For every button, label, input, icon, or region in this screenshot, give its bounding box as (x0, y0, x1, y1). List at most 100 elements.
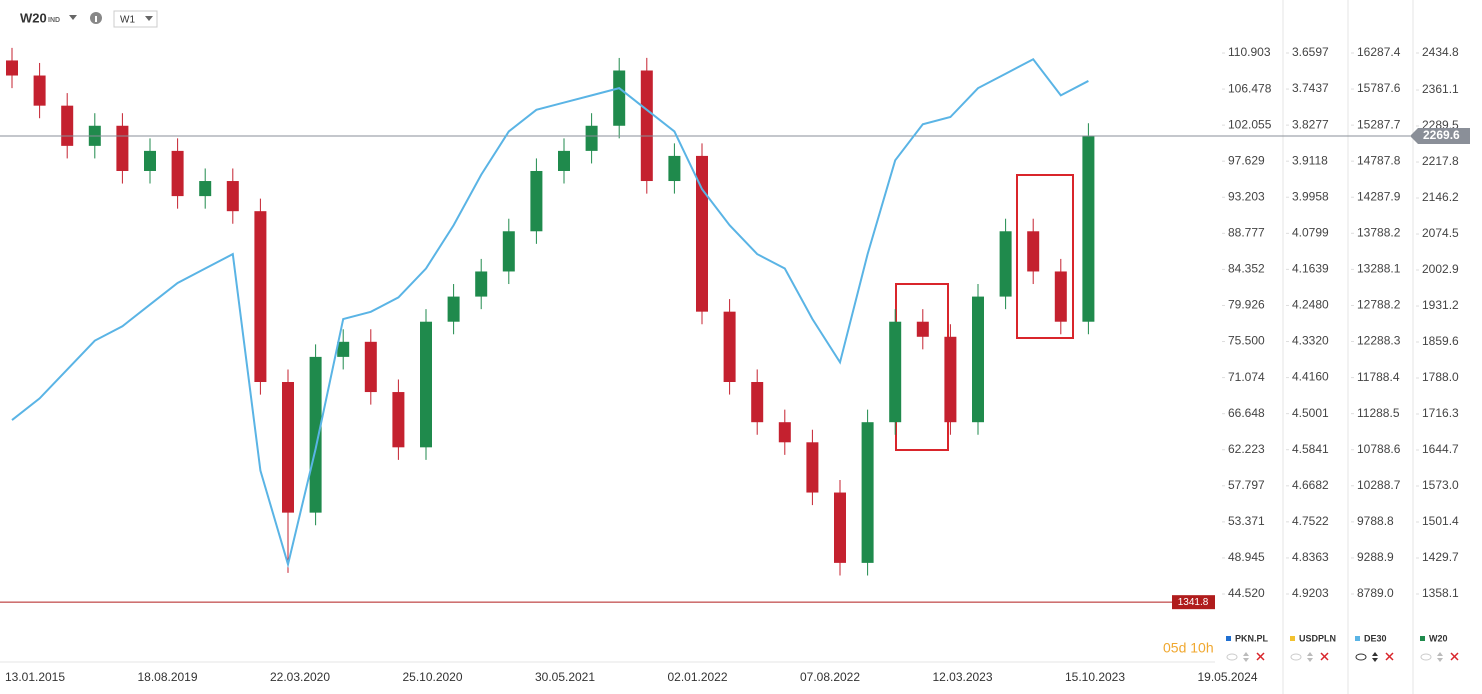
y-tick-label: 62.223 (1228, 442, 1265, 456)
visibility-toggle[interactable] (1290, 653, 1302, 661)
y-tick-label: 4.9203 (1292, 586, 1329, 600)
y-tick-label: 48.945 (1228, 550, 1265, 564)
order-toggle[interactable] (1307, 652, 1313, 662)
y-tick-label: 93.203 (1228, 189, 1265, 203)
candle-body (364, 341, 377, 393)
candle-body (944, 336, 957, 423)
candle-body (972, 296, 984, 423)
annotation-box (895, 283, 949, 451)
candle-body (585, 125, 598, 151)
y-tick-label: 8789.0 (1357, 586, 1394, 600)
y-tick-label: 88.777 (1228, 226, 1265, 240)
candle-body (668, 155, 681, 182)
y-tick-label: 13788.2 (1357, 225, 1401, 239)
symbol[interactable]: W20 (20, 10, 47, 25)
legend-swatch (1226, 636, 1231, 641)
y-tick-label: 4.0799 (1292, 226, 1329, 240)
interval-dropdown (145, 16, 153, 21)
y-tick-label: 12788.2 (1357, 298, 1401, 312)
y-tick-label: 4.3320 (1292, 334, 1329, 348)
visibility-toggle[interactable] (1226, 653, 1238, 661)
visibility-toggle[interactable] (1420, 653, 1432, 661)
x-tick-label: 07.08.2022 (800, 670, 860, 684)
candle-body (916, 321, 929, 337)
y-tick-label: 4.6682 (1292, 478, 1329, 492)
order-toggle[interactable] (1372, 652, 1378, 662)
y-tick-label: 97.629 (1228, 153, 1265, 167)
candle-body (199, 181, 212, 197)
candle-body (420, 321, 432, 448)
y-tick-label: 14287.9 (1357, 189, 1401, 203)
legend-swatch (1355, 636, 1360, 641)
y-tick-label: 13288.1 (1357, 262, 1401, 276)
y-tick-label: 2146.2 (1422, 190, 1459, 204)
level-label: 1341.8 (1178, 597, 1209, 608)
y-tick-label: 1644.7 (1422, 442, 1459, 456)
candle-body (254, 211, 267, 383)
y-tick-label: 3.7437 (1292, 81, 1329, 95)
remove-button[interactable] (1256, 652, 1265, 661)
candle-body (475, 271, 488, 297)
annotation-box (1016, 174, 1074, 339)
x-tick-label: 18.08.2019 (137, 670, 197, 684)
y-tick-label: 1716.3 (1422, 406, 1459, 420)
y-tick-label: 4.8363 (1292, 550, 1329, 564)
candle-body (61, 105, 74, 146)
candle-body (309, 356, 322, 513)
y-tick-label: 10288.7 (1357, 478, 1401, 492)
timer: 05d 10h (1163, 640, 1214, 656)
x-tick-label: 15.10.2023 (1065, 670, 1125, 684)
y-tick-label: 4.5841 (1292, 442, 1329, 456)
symbol-dropdown[interactable] (69, 15, 77, 20)
legend-label[interactable]: PKN.PL (1235, 633, 1269, 643)
y-tick-label: 44.520 (1228, 586, 1265, 600)
y-tick-label: 2002.9 (1422, 262, 1459, 276)
y-tick-label: 1931.2 (1422, 298, 1459, 312)
candle-body (33, 75, 46, 106)
y-tick-label: 1573.0 (1422, 478, 1459, 492)
order-toggle[interactable] (1437, 652, 1443, 662)
y-tick-label: 4.4160 (1292, 370, 1329, 384)
y-tick-label: 66.648 (1228, 406, 1265, 420)
y-tick-label: 2361.1 (1422, 82, 1459, 96)
candle-body (861, 422, 874, 563)
y-tick-label: 79.926 (1228, 298, 1265, 312)
remove-button[interactable] (1385, 652, 1394, 661)
remove-button[interactable] (1320, 652, 1329, 661)
y-tick-label: 4.7522 (1292, 514, 1329, 528)
candle-body (751, 382, 764, 423)
x-tick-label: 22.03.2020 (270, 670, 330, 684)
y-tick-label: 1501.4 (1422, 514, 1459, 528)
candle-body (144, 150, 156, 171)
legend-label[interactable]: USDPLN (1299, 633, 1336, 643)
y-tick-label: 1358.1 (1422, 586, 1459, 600)
y-tick-label: 4.1639 (1292, 262, 1329, 276)
y-tick-label: 11788.4 (1357, 370, 1400, 384)
candle-body (6, 60, 18, 76)
y-tick-label: 4.5001 (1292, 406, 1329, 420)
legend-label[interactable]: W20 (1429, 633, 1448, 643)
y-tick-label: 16287.4 (1357, 45, 1401, 59)
candle-body (116, 125, 129, 171)
current-price-tag (1410, 128, 1470, 145)
interval-box[interactable] (113, 10, 158, 28)
x-tick-label: 13.01.2015 (5, 670, 65, 684)
y-tick-label: 2074.5 (1422, 226, 1459, 240)
y-tick-label: 53.371 (1228, 514, 1265, 528)
y-tick-label: 9288.9 (1357, 550, 1394, 564)
y-tick-label: 3.8277 (1292, 117, 1329, 131)
y-tick-label: 1859.6 (1422, 334, 1459, 348)
y-tick-label: 15787.6 (1357, 81, 1401, 95)
remove-button[interactable] (1450, 652, 1459, 661)
candle-body (696, 155, 708, 312)
candle-body (226, 181, 239, 212)
y-tick-label: 3.9958 (1292, 189, 1329, 203)
candle-body (337, 341, 350, 357)
legend-label[interactable]: DE30 (1364, 633, 1387, 643)
candle-body (171, 150, 184, 197)
y-tick-label: 10788.6 (1357, 442, 1401, 456)
visibility-toggle[interactable] (1355, 653, 1367, 661)
order-toggle[interactable] (1243, 652, 1249, 662)
candle-body (778, 422, 791, 443)
